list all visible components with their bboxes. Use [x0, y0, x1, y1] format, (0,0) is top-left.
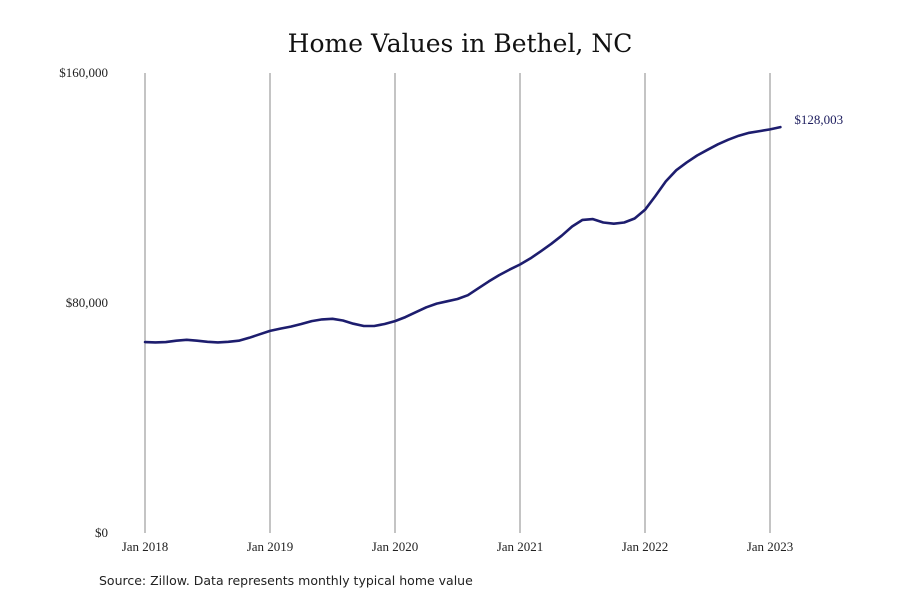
grid-lines	[144, 73, 771, 533]
x-tick-label: Jan 2021	[497, 539, 544, 554]
series-layer	[143, 125, 782, 344]
x-tick-label: Jan 2020	[372, 539, 419, 554]
source-note: Source: Zillow. Data represents monthly …	[99, 573, 473, 588]
y-tick-label: $80,000	[66, 295, 108, 310]
series-line	[143, 125, 782, 344]
x-tick-label: Jan 2022	[622, 539, 669, 554]
y-axis-tick-labels: $0 $80,000 $160,000	[59, 65, 108, 540]
chart-title: Home Values in Bethel, NC	[288, 29, 633, 58]
x-axis-tick-labels: Jan 2018 Jan 2019 Jan 2020 Jan 2021 Jan 2022…	[122, 539, 794, 554]
x-tick-label: Jan 2023	[747, 539, 794, 554]
end-value-label: $128,003	[794, 112, 843, 127]
y-tick-label: $160,000	[59, 65, 108, 80]
y-tick-label: $0	[95, 525, 108, 540]
x-tick-label: Jan 2019	[247, 539, 294, 554]
x-tick-label: Jan 2018	[122, 539, 169, 554]
